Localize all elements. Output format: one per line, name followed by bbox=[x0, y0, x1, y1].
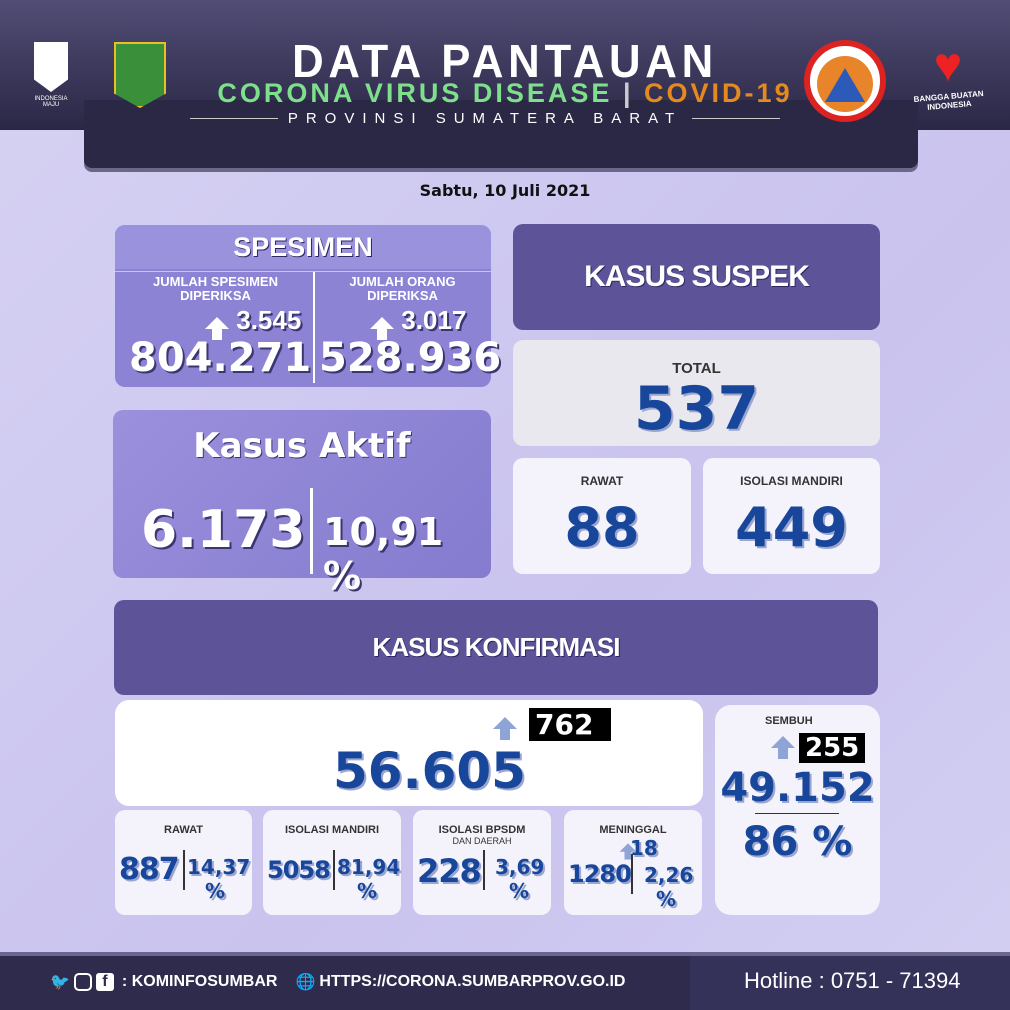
percent: 2,26 bbox=[644, 863, 694, 887]
konfirmasi-rawat-card: RAWAT 887 14,37 % bbox=[115, 810, 252, 915]
sembuh-increase: 255 bbox=[799, 733, 866, 763]
label: RAWAT bbox=[164, 824, 203, 836]
percent: 3,69 bbox=[495, 855, 545, 879]
spesimen-increase: 3.545 bbox=[205, 305, 301, 340]
spesimen-card: SPESIMEN JUMLAH SPESIMEN DIPERIKSA 3.545… bbox=[115, 225, 501, 387]
page-title: DATA PANTAUAN bbox=[292, 35, 718, 87]
arrow-up-icon bbox=[370, 317, 394, 340]
isolasi-label: ISOLASI MANDIRI bbox=[740, 474, 843, 488]
label: ISOLASI MANDIRI bbox=[284, 824, 380, 836]
value: 887 bbox=[119, 852, 180, 887]
suspek-isolasi-card: ISOLASI MANDIRI 449 bbox=[703, 458, 880, 574]
twitter-icon[interactable]: 🐦 bbox=[50, 974, 70, 991]
percent-sign: % bbox=[656, 887, 677, 911]
total-value: 537 bbox=[633, 374, 760, 444]
province-text: PROVINSI SUMATERA BARAT bbox=[287, 110, 683, 127]
rawat-label: RAWAT bbox=[580, 474, 624, 488]
bpbd-logo bbox=[804, 40, 886, 122]
date: Sabtu, 10 Juli 2021 bbox=[419, 181, 591, 200]
konfirmasi-isolasi-bpsdm-card: ISOLASI BPSDM DAN DAERAH 228 3,69 % bbox=[413, 810, 551, 915]
footer: 🐦 f : KOMINFOSUMBAR 🌐 HTTPS://CORONA.SUM… bbox=[0, 952, 1010, 1010]
isolasi-value: 449 bbox=[735, 496, 848, 559]
value: 5058 bbox=[267, 856, 331, 884]
spesimen-value: 804.271 bbox=[129, 335, 312, 381]
arrow-up-icon bbox=[771, 736, 795, 759]
heart-logo: ♥ bbox=[933, 39, 963, 92]
orang-label: JUMLAH ORANG DIPERIKSA bbox=[349, 274, 456, 303]
indonesia-maju-text: INDONESIA MAJU bbox=[34, 96, 68, 108]
meninggal-increase: 18 bbox=[630, 836, 658, 860]
kasus-aktif-card: Kasus Aktif 6.173 10,91 % bbox=[113, 410, 491, 598]
konfirmasi-total-card: 762 56.605 bbox=[115, 700, 703, 806]
total-label: TOTAL bbox=[672, 360, 721, 377]
sublabel: DAN DAERAH bbox=[452, 836, 512, 846]
sembuh-value: 49.152 bbox=[720, 765, 875, 811]
website-link[interactable]: HTTPS://CORONA.SUMBARPROV.GO.ID bbox=[319, 973, 626, 990]
page-subtitle: CORONA VIRUS DISEASE | COVID-19 bbox=[0, 78, 1010, 109]
konfirmasi-meninggal-card: MENINGGAL 18 1280 2,26 % bbox=[564, 810, 702, 915]
sembuh-card: SEMBUH 255 49.152 86 % bbox=[715, 705, 880, 915]
arrow-up-icon bbox=[493, 717, 517, 740]
kasus-aktif-percent: 10,91 % bbox=[323, 510, 444, 598]
konfirmasi-increase-value: 762 bbox=[529, 708, 611, 741]
kasus-konfirmasi-header: KASUS KONFIRMASI bbox=[114, 600, 878, 695]
header-tab bbox=[84, 100, 918, 168]
percent: 81,94 bbox=[337, 855, 401, 879]
konfirmasi-isolasi-mandiri-card: ISOLASI MANDIRI 5058 81,94 % bbox=[263, 810, 401, 915]
konfirmasi-increase bbox=[493, 716, 517, 740]
sembuh-percent: 86 % bbox=[742, 819, 853, 865]
spesimen-label: JUMLAH SPESIMEN DIPERIKSA bbox=[153, 274, 278, 303]
orang-increase: 3.017 bbox=[370, 305, 466, 340]
orang-value: 528.936 bbox=[319, 335, 502, 381]
sumbar-emblem-logo bbox=[114, 42, 166, 108]
social-handle: : KOMINFOSUMBAR bbox=[121, 973, 278, 990]
percent: 14,37 bbox=[187, 855, 251, 879]
percent-sign: % bbox=[357, 879, 378, 903]
rawat-value: 88 bbox=[564, 496, 640, 559]
suspek-rawat-card: RAWAT 88 bbox=[513, 458, 691, 574]
instagram-icon[interactable] bbox=[73, 973, 92, 991]
value: 1280 bbox=[568, 860, 632, 888]
globe-icon: 🌐 bbox=[295, 974, 316, 991]
label: MENINGGAL bbox=[599, 824, 667, 836]
subtitle-green: CORONA VIRUS DISEASE bbox=[217, 78, 613, 108]
kasus-aktif-value: 6.173 bbox=[141, 500, 306, 560]
kasus-aktif-title: Kasus Aktif bbox=[193, 426, 411, 466]
hotline: Hotline : 0751 - 71394 bbox=[744, 968, 961, 993]
percent-sign: % bbox=[205, 879, 226, 903]
indonesia-maju-logo bbox=[34, 42, 68, 92]
suspek-total-card: TOTAL 537 bbox=[513, 340, 880, 446]
percent-sign: % bbox=[509, 879, 530, 903]
arrow-up-icon bbox=[205, 317, 229, 340]
sembuh-label: SEMBUH bbox=[765, 715, 813, 727]
province: PROVINSI SUMATERA BARAT bbox=[190, 110, 781, 127]
konfirmasi-total: 56.605 bbox=[333, 742, 526, 800]
label: ISOLASI BPSDM bbox=[438, 824, 526, 836]
kasus-suspek-header: KASUS SUSPEK bbox=[513, 224, 880, 330]
spesimen-title: SPESIMEN bbox=[115, 225, 491, 269]
subtitle-sep: | bbox=[622, 78, 634, 108]
facebook-icon[interactable]: f bbox=[95, 973, 114, 991]
arrow-up-icon bbox=[619, 843, 637, 860]
value: 228 bbox=[417, 852, 482, 890]
subtitle-orange: COVID-19 bbox=[644, 78, 793, 108]
